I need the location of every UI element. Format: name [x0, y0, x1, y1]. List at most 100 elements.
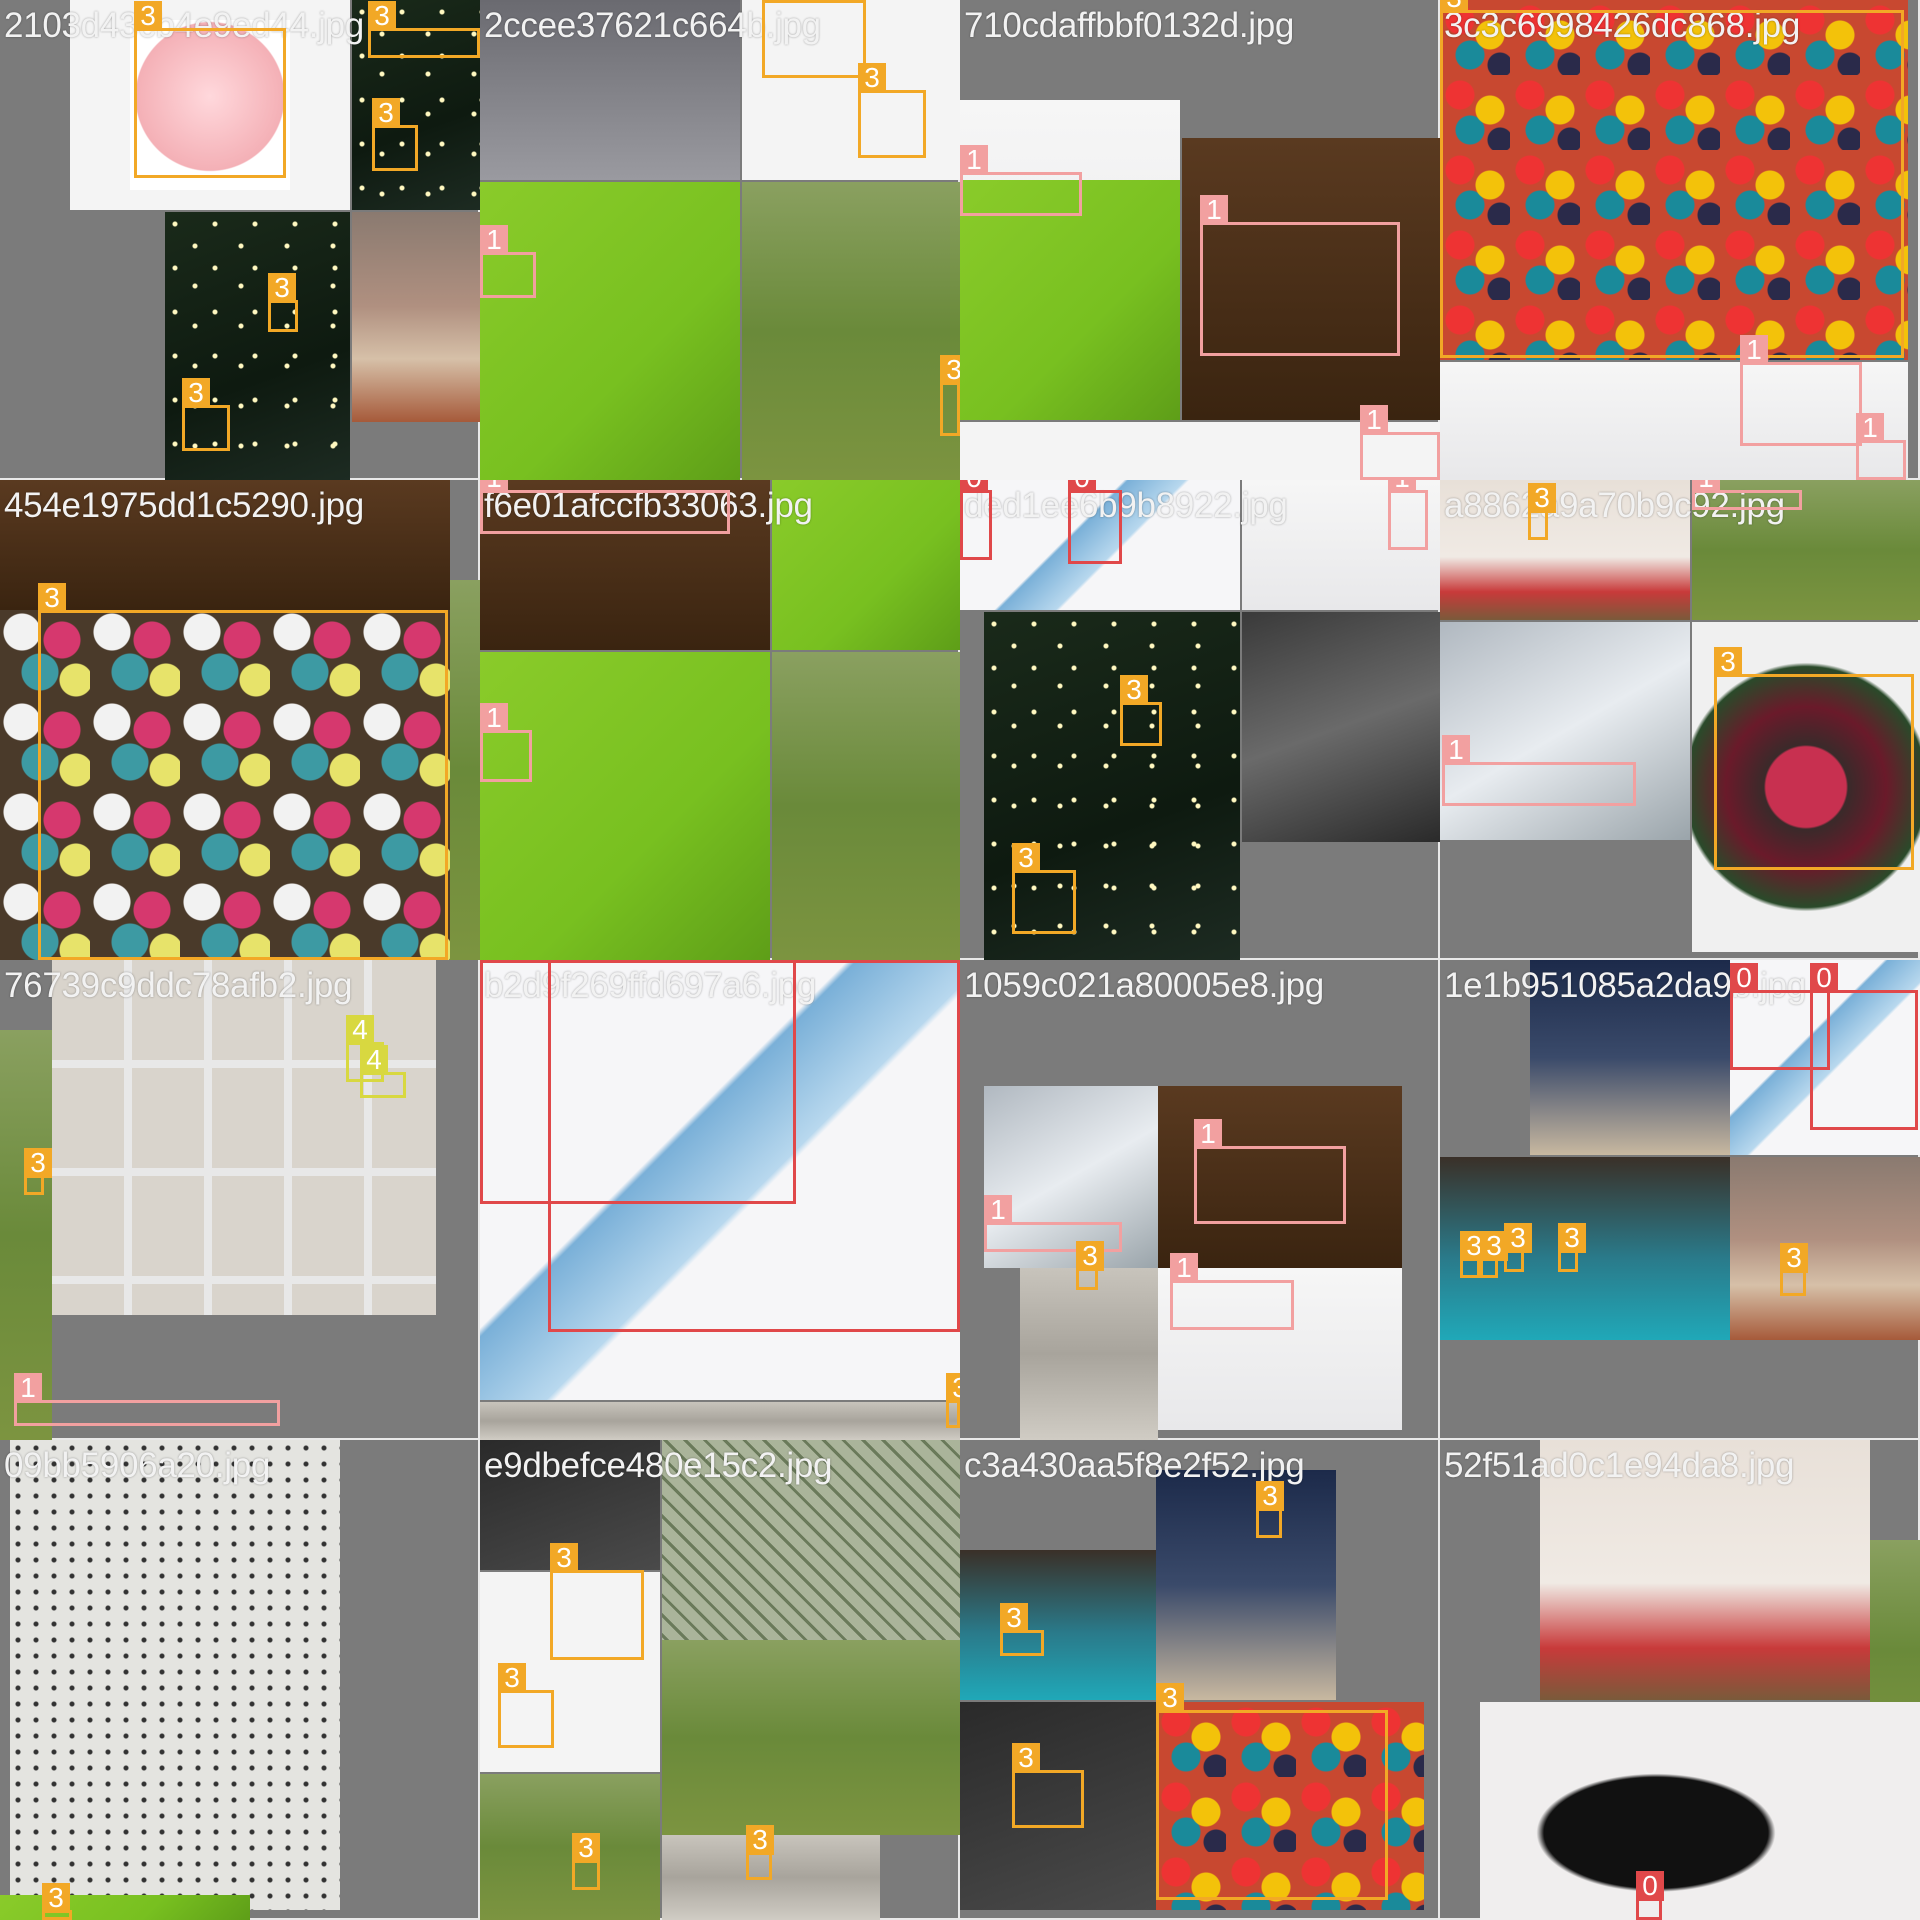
image-tile	[984, 1086, 1158, 1268]
image-filename: 52f51ad0c1e94da8.jpg	[1444, 1446, 1795, 1485]
detection-box: 3	[134, 1, 286, 178]
image-tile	[0, 610, 450, 960]
image-filename: 710cdaffbbf0132d.jpg	[964, 6, 1295, 45]
image-tile	[1440, 622, 1690, 840]
image-tile	[1242, 480, 1440, 610]
detection-box: 3	[1480, 1231, 1508, 1278]
class-label: 1	[1692, 480, 1720, 493]
class-label: 3	[1256, 1481, 1284, 1511]
class-label: 3	[746, 1825, 774, 1855]
class-label: 1	[1360, 405, 1388, 435]
detection-box: 3	[746, 1825, 774, 1880]
detection-box: 1	[480, 480, 730, 534]
class-label: 3	[1012, 843, 1040, 873]
image-tile	[480, 960, 960, 1400]
detection-box: 1	[1692, 480, 1802, 510]
detection-box: 1	[1442, 735, 1636, 806]
class-label: 1	[1442, 735, 1470, 765]
image-tile	[130, 20, 290, 190]
image-tile	[772, 652, 960, 960]
detection-box: 3	[268, 273, 298, 332]
class-label: 3	[24, 1148, 52, 1178]
detection-box: 1	[1740, 335, 1862, 446]
detection-box: 3	[368, 1, 480, 58]
mosaic-cell: f6e01afccfb33063.jpg 1 1	[480, 480, 960, 960]
image-tile	[1158, 1268, 1402, 1430]
image-tile	[480, 0, 740, 180]
image-filename: 09bb5906a20.jpg	[4, 1446, 271, 1485]
detection-box: 1	[984, 1195, 1122, 1252]
detection-box: 1	[1194, 1119, 1346, 1224]
detection-box: 3	[1714, 647, 1914, 870]
image-tile	[1156, 1702, 1424, 1910]
detection-box: 3	[1780, 1243, 1808, 1296]
detection-box: 3	[38, 583, 448, 960]
mosaic-cell: 09bb5906a20.jpg 3	[0, 1440, 480, 1920]
detection-box: 3	[1012, 1743, 1084, 1828]
class-label: 0	[1810, 963, 1838, 993]
detection-box: 1	[1170, 1253, 1294, 1330]
detection-box: 4	[360, 1045, 406, 1098]
detection-box: 0	[1810, 963, 1918, 1130]
mosaic-cell: 2ccee37621c664b.jpg 3 3 1 3	[480, 0, 960, 480]
class-label: 0	[1068, 480, 1096, 493]
mosaic-cell: 52f51ad0c1e94da8.jpg 0	[1440, 1440, 1920, 1920]
detection-box: 3	[1440, 0, 1904, 358]
class-label: 3	[946, 1373, 960, 1403]
class-label: 4	[346, 1015, 374, 1045]
image-tile	[1480, 1702, 1920, 1920]
class-label: 0	[960, 480, 988, 493]
detection-box: 1	[480, 225, 536, 298]
image-tile	[1242, 612, 1440, 842]
detection-box: 3	[498, 1663, 554, 1748]
mosaic-cell: ded1ee6b9b8922.jpg 0 0 1 3 3	[960, 480, 1440, 960]
mosaic-cell: 1059c021a80005e8.jpg 1 1 3 1	[960, 960, 1440, 1440]
class-label: 3	[372, 98, 400, 128]
class-label: 1	[1740, 335, 1768, 365]
image-filename: 76739c9ddc78afb2.jpg	[4, 966, 353, 1005]
class-label: 0	[548, 960, 576, 963]
detection-box: 3	[1558, 1223, 1586, 1272]
image-tile	[1540, 1440, 1870, 1700]
detection-box: 3	[762, 0, 866, 78]
detection-box: 3	[372, 98, 418, 171]
class-label: 4	[360, 1045, 388, 1075]
mosaic-cell: 454e1975dd1c5290.jpg 3	[0, 480, 480, 960]
class-label: 3	[940, 355, 960, 385]
image-tile	[742, 182, 960, 480]
class-label: 1	[1170, 1253, 1198, 1283]
image-tile	[0, 1030, 52, 1440]
detection-box: 0	[548, 960, 960, 1332]
image-filename: c3a430aa5f8e2f52.jpg	[964, 1446, 1305, 1485]
detection-box: 3	[1012, 843, 1076, 934]
image-tile	[960, 480, 1240, 610]
image-tile	[960, 1702, 1156, 1910]
detection-box: 1	[1388, 480, 1428, 550]
image-tile	[1530, 960, 1730, 1155]
mosaic-cell: c3a430aa5f8e2f52.jpg 3 3 3 3	[960, 1440, 1440, 1920]
detection-box: 1	[1200, 195, 1400, 356]
class-label: 0	[1730, 963, 1758, 993]
detection-box: 3	[858, 63, 926, 158]
class-label: 3	[1000, 1603, 1028, 1633]
mosaic-cell: 1e1b951085a2da9b.jpg 0 0 3 3 3 3 3	[1440, 960, 1920, 1440]
class-label: 3	[1440, 0, 1468, 13]
class-label: 1	[480, 703, 508, 733]
detection-box: 1	[480, 703, 532, 782]
detection-box: 3	[1000, 1603, 1044, 1656]
detection-box: 3	[42, 1883, 72, 1920]
image-tile	[1692, 622, 1920, 952]
mosaic-cell: 3c3c6998426dc868.jpg 3 1 1	[1440, 0, 1920, 480]
image-tile	[480, 1774, 660, 1920]
mosaic-cell: 2103d43cb4e9ed44.jpg 3 3 3 3 3	[0, 0, 480, 480]
class-label: 3	[1714, 647, 1742, 677]
image-filename: 1059c021a80005e8.jpg	[964, 966, 1324, 1005]
class-label: 3	[1480, 1231, 1508, 1261]
image-tile	[10, 1440, 340, 1910]
mosaic-cell: 710cdaffbbf0132d.jpg 1 1 1	[960, 0, 1440, 480]
class-label: 1	[1856, 413, 1884, 443]
detection-box: 3	[24, 1148, 52, 1195]
image-tile	[960, 180, 1180, 420]
detection-box: 3	[1460, 1231, 1488, 1278]
